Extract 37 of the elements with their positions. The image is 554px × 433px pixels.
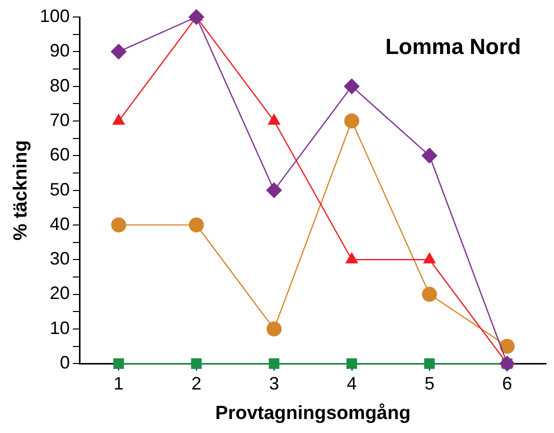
point [266, 321, 282, 336]
y-axis-title: % täckning [10, 140, 32, 240]
point [346, 358, 358, 369]
point [424, 358, 435, 369]
x-axis-title: Provtagningsomgång [215, 402, 411, 424]
point [188, 217, 204, 232]
x-tick-label: 3 [269, 373, 280, 394]
y-tick-label: 80 [50, 75, 70, 96]
x-tick-label: 4 [346, 373, 357, 394]
annotation: Lomma Nord [385, 34, 521, 60]
x-tick-label: 2 [191, 373, 202, 394]
x-tick-label: 6 [502, 373, 512, 394]
point [266, 182, 282, 198]
y-tick-label: 50 [50, 179, 70, 200]
x-tick-label: 1 [114, 373, 124, 394]
point [188, 9, 204, 25]
y-tick-label: 10 [50, 318, 70, 338]
y-tick-label: 30 [50, 248, 70, 269]
point [499, 356, 516, 372]
y-tick-label: 20 [50, 283, 70, 304]
y-tick-label: 0 [60, 352, 70, 373]
x-tick-label: 5 [424, 373, 434, 394]
point [268, 358, 280, 369]
point [110, 44, 127, 60]
y-tick-label: 70 [50, 110, 70, 130]
point [344, 113, 360, 128]
y-tick-label: 90 [50, 40, 70, 61]
point [500, 338, 515, 354]
y-tick-label: 60 [50, 144, 70, 165]
point [344, 78, 360, 94]
point [111, 217, 126, 232]
y-tick-label: 40 [50, 214, 70, 234]
point [191, 358, 202, 369]
point [422, 286, 437, 302]
y-tick-label: 100 [40, 6, 70, 26]
point [113, 358, 124, 369]
point [421, 148, 438, 164]
